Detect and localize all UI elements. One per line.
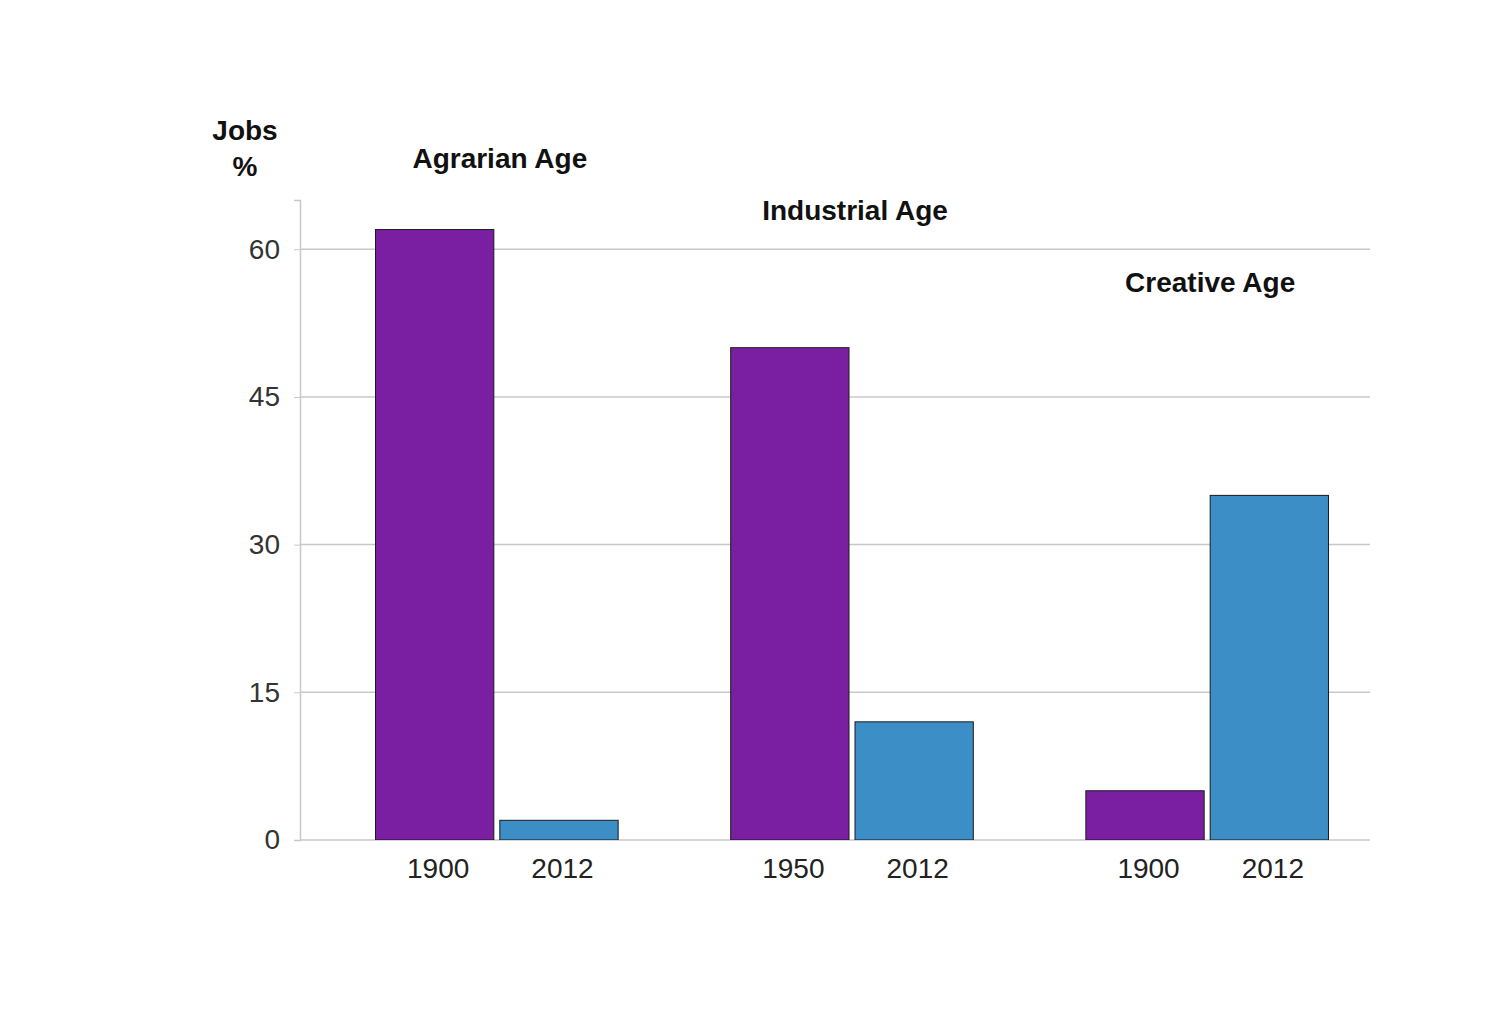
x-tick: 2012 — [531, 840, 593, 884]
group-label: Agrarian Age — [412, 143, 587, 174]
y-axis: 0 15 30 45 60 — [249, 201, 301, 856]
bar — [1086, 791, 1204, 840]
y-axis-title: Jobs% — [212, 115, 277, 182]
y-tick-label: 15 — [249, 677, 280, 708]
x-tick-label: 2012 — [531, 853, 593, 884]
x-tick: 2012 — [887, 840, 949, 884]
y-tick-mark — [294, 397, 300, 398]
y-tick-label: 0 — [264, 824, 280, 855]
y-tick-mark — [294, 840, 300, 841]
bar — [1210, 495, 1328, 840]
x-tick-label: 1900 — [407, 853, 469, 884]
y-tick: 30 — [249, 529, 300, 560]
x-tick-label: 1900 — [1117, 853, 1179, 884]
group-labels: Agrarian Age Industrial Age Creative Age — [412, 143, 1295, 298]
group-label: Industrial Age — [762, 195, 948, 226]
y-tick-label: 45 — [249, 381, 280, 412]
x-tick: 2012 — [1242, 840, 1304, 884]
y-tick-label: 60 — [249, 234, 280, 265]
y-tick-mark — [294, 249, 300, 250]
y-tick-mark — [294, 692, 300, 693]
y-tick-mark — [294, 545, 300, 546]
bar — [376, 230, 494, 840]
bar — [731, 348, 849, 840]
group-label: Creative Age — [1125, 267, 1295, 298]
x-tick-label: 2012 — [887, 853, 949, 884]
chart: 0 15 30 45 60 Jobs% 1900 2012 1950 2012 1900 2012 Ag… — [0, 0, 1500, 1012]
y-tick-label: 30 — [249, 529, 280, 560]
bar — [855, 722, 973, 840]
x-tick: 1950 — [762, 840, 824, 884]
y-tick: 15 — [249, 677, 300, 708]
x-tick: 1900 — [1117, 840, 1179, 884]
y-tick: 0 — [264, 824, 300, 855]
x-tick-label: 2012 — [1242, 853, 1304, 884]
x-axis: 1900 2012 1950 2012 1900 2012 — [407, 840, 1304, 884]
x-tick-label: 1950 — [762, 853, 824, 884]
bars — [376, 230, 1329, 840]
x-tick: 1900 — [407, 840, 469, 884]
y-tick: 45 — [249, 381, 300, 412]
bar — [500, 820, 618, 840]
y-axis-line — [294, 201, 301, 841]
y-tick: 60 — [249, 234, 300, 265]
